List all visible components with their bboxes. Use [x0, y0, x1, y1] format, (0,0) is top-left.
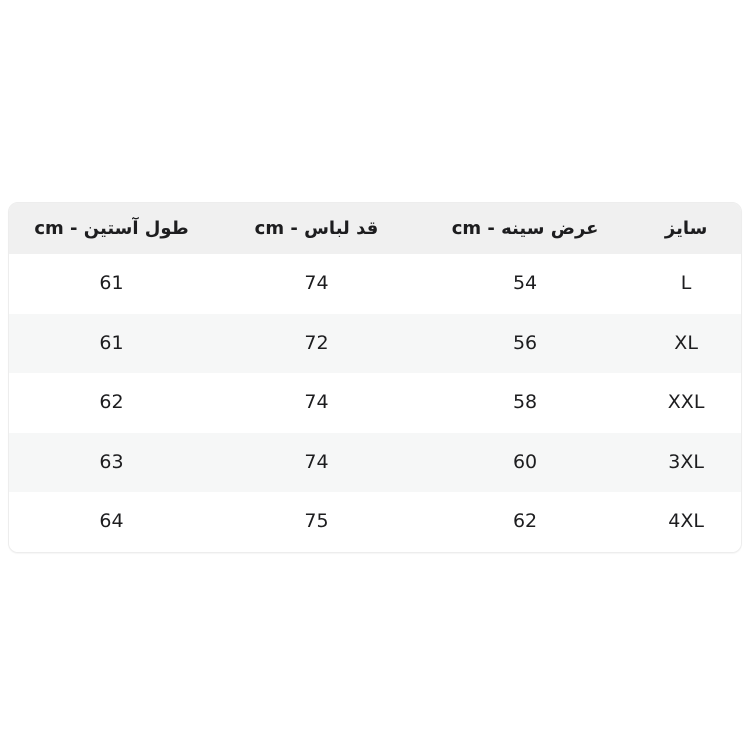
- cell-chest: 60: [512, 450, 538, 473]
- cell-length: 74: [304, 391, 329, 414]
- table-header-row: سایز عرض سینه - cm قد لباس - cm طول آستی…: [9, 203, 741, 254]
- cell-size: XXL: [667, 391, 705, 414]
- cell-size: XL: [674, 331, 698, 354]
- cell-size: 3XL: [668, 450, 704, 473]
- table-row: XL 56 72 61: [9, 313, 741, 373]
- size-chart-table: سایز عرض سینه - cm قد لباس - cm طول آستی…: [8, 202, 742, 553]
- cell-sleeve: 64: [99, 510, 124, 533]
- cell-size: L: [680, 272, 692, 295]
- column-header-sleeve: طول آستین - cm: [34, 217, 189, 239]
- cell-length: 72: [304, 331, 329, 354]
- cell-sleeve: 63: [99, 450, 124, 473]
- cell-size: 4XL: [668, 510, 704, 533]
- cell-chest: 62: [512, 510, 538, 533]
- table-row: XXL 58 74 62: [9, 373, 741, 433]
- cell-length: 74: [304, 450, 329, 473]
- column-header-chest: عرض سینه - cm: [451, 217, 599, 239]
- column-header-size: سایز: [664, 217, 708, 239]
- cell-chest: 56: [512, 331, 538, 354]
- cell-sleeve: 62: [99, 391, 124, 414]
- cell-length: 75: [304, 510, 329, 533]
- cell-length: 74: [304, 272, 329, 295]
- cell-sleeve: 61: [99, 331, 124, 354]
- table-row: 3XL 60 74 63: [9, 432, 741, 492]
- cell-chest: 58: [512, 391, 538, 414]
- column-header-length: قد لباس - cm: [254, 217, 379, 239]
- cell-sleeve: 61: [99, 272, 124, 295]
- table-row: 4XL 62 75 64: [9, 492, 741, 552]
- cell-chest: 54: [512, 272, 538, 295]
- table-row: L 54 74 61: [9, 254, 741, 314]
